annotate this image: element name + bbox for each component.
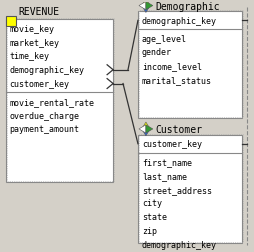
Text: market_key: market_key bbox=[10, 38, 59, 47]
FancyBboxPatch shape bbox=[6, 17, 15, 27]
FancyBboxPatch shape bbox=[6, 20, 113, 182]
Text: demographic_key: demographic_key bbox=[141, 17, 216, 26]
Text: zip: zip bbox=[141, 226, 156, 235]
Text: time_key: time_key bbox=[10, 52, 50, 61]
Text: REVENUE: REVENUE bbox=[19, 8, 59, 17]
Text: Customer: Customer bbox=[155, 124, 202, 134]
Text: last_name: last_name bbox=[141, 171, 186, 180]
Text: age_level: age_level bbox=[141, 35, 186, 43]
Text: movie_rental_rate: movie_rental_rate bbox=[10, 98, 94, 106]
Text: movie_key: movie_key bbox=[10, 25, 54, 34]
Text: customer_key: customer_key bbox=[141, 140, 201, 149]
Text: customer_key: customer_key bbox=[10, 80, 69, 89]
Text: demographic_key: demographic_key bbox=[141, 240, 216, 249]
Text: income_level: income_level bbox=[141, 62, 201, 71]
Text: overdue_charge: overdue_charge bbox=[10, 111, 79, 120]
Text: payment_amount: payment_amount bbox=[10, 125, 79, 134]
Polygon shape bbox=[138, 125, 145, 134]
FancyBboxPatch shape bbox=[137, 12, 241, 119]
Polygon shape bbox=[145, 125, 152, 134]
Polygon shape bbox=[141, 7, 150, 13]
Polygon shape bbox=[141, 130, 150, 136]
Text: Demographic: Demographic bbox=[155, 2, 220, 12]
Text: first_name: first_name bbox=[141, 157, 191, 166]
Polygon shape bbox=[138, 3, 145, 11]
Polygon shape bbox=[141, 0, 150, 7]
FancyBboxPatch shape bbox=[137, 135, 241, 243]
Text: city: city bbox=[141, 199, 161, 208]
Text: street_address: street_address bbox=[141, 185, 211, 194]
Text: state: state bbox=[141, 212, 166, 222]
Text: marital_status: marital_status bbox=[141, 76, 211, 85]
Polygon shape bbox=[145, 3, 152, 11]
Text: gender: gender bbox=[141, 48, 171, 57]
Polygon shape bbox=[141, 122, 150, 130]
Text: demographic_key: demographic_key bbox=[10, 66, 84, 75]
